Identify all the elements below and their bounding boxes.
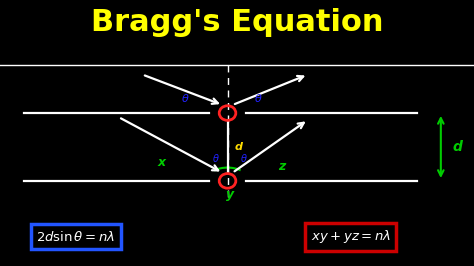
Text: x: x: [157, 156, 165, 169]
Text: $2d\sin\theta = n\lambda$: $2d\sin\theta = n\lambda$: [36, 230, 116, 244]
Text: $\theta$: $\theta$: [254, 92, 263, 105]
Text: $xy + yz = n\lambda$: $xy + yz = n\lambda$: [310, 228, 391, 245]
Text: $\theta$: $\theta$: [181, 92, 189, 105]
Text: $\theta$: $\theta$: [212, 152, 219, 164]
Text: $\theta$: $\theta$: [240, 152, 248, 164]
Text: d: d: [235, 142, 243, 152]
Text: y: y: [226, 188, 234, 201]
Text: d: d: [453, 140, 463, 154]
Text: Bragg's Equation: Bragg's Equation: [91, 8, 383, 37]
Text: z: z: [278, 160, 286, 173]
